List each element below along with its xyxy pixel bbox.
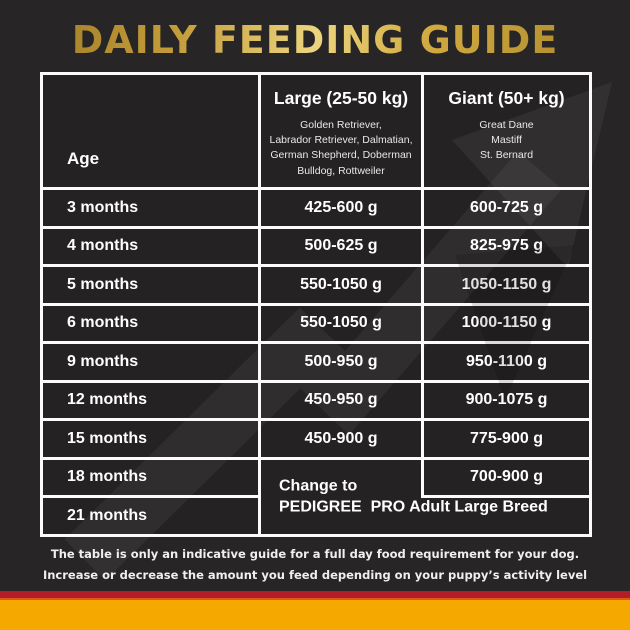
giant-9-months: 950-1100 g xyxy=(424,344,589,380)
change-note: Change to PEDIGREE PRO Adult Large Breed xyxy=(279,475,548,518)
giant-5-months: 1050-1150 g xyxy=(424,267,589,303)
brand-stripe-orange xyxy=(0,598,630,600)
giant-12-months: 900-1075 g xyxy=(424,382,589,418)
brand-stripe-yellow xyxy=(0,600,630,630)
age-15-months: 15 months xyxy=(43,421,258,457)
column-header-giant: Giant (50+ kg) Great Dane Mastiff St. Be… xyxy=(424,75,589,187)
column-header-large: Large (25-50 kg) Golden Retriever, Labra… xyxy=(261,75,421,187)
giant-15-months: 775-900 g xyxy=(424,421,589,457)
large-4-months: 500-625 g xyxy=(261,228,421,264)
large-15-months: 450-900 g xyxy=(261,421,421,457)
giant-4-months: 825-975 g xyxy=(424,228,589,264)
age-18-months: 18 months xyxy=(43,459,258,495)
large-3-months: 425-600 g xyxy=(261,190,421,226)
page-title: DAILY FEEDING GUIDE xyxy=(0,18,630,62)
feeding-table: Age Large (25-50 kg) Golden Retriever, L… xyxy=(40,72,592,537)
change-note-line1: Change to xyxy=(279,476,358,494)
brand-stripe-red xyxy=(0,591,630,598)
giant-breeds: Great Dane Mastiff St. Bernard xyxy=(479,119,534,162)
large-label: Large (25-50 kg) xyxy=(273,88,409,108)
age-6-months: 6 months xyxy=(43,305,258,341)
age-12-months: 12 months xyxy=(43,382,258,418)
giant-label: Giant (50+ kg) xyxy=(448,88,565,108)
giant-3-months: 600-725 g xyxy=(424,190,589,226)
age-21-months: 21 months xyxy=(43,498,258,534)
age-9-months: 9 months xyxy=(43,344,258,380)
change-note-line2: PEDIGREE PRO Adult Large Breed xyxy=(279,498,548,516)
age-3-months: 3 months xyxy=(43,190,258,226)
age-5-months: 5 months xyxy=(43,267,258,303)
giant-6-months: 1000-1150 g xyxy=(424,305,589,341)
giant-18-months: 700-900 g xyxy=(421,459,589,498)
large-5-months: 550-1050 g xyxy=(261,267,421,303)
large-12-months: 450-950 g xyxy=(261,382,421,418)
column-header-age: Age xyxy=(43,75,258,187)
large-6-months: 550-1050 g xyxy=(261,305,421,341)
large-breeds: Golden Retriever, Labrador Retriever, Da… xyxy=(269,119,413,177)
age-4-months: 4 months xyxy=(43,228,258,264)
large-9-months: 500-950 g xyxy=(261,344,421,380)
